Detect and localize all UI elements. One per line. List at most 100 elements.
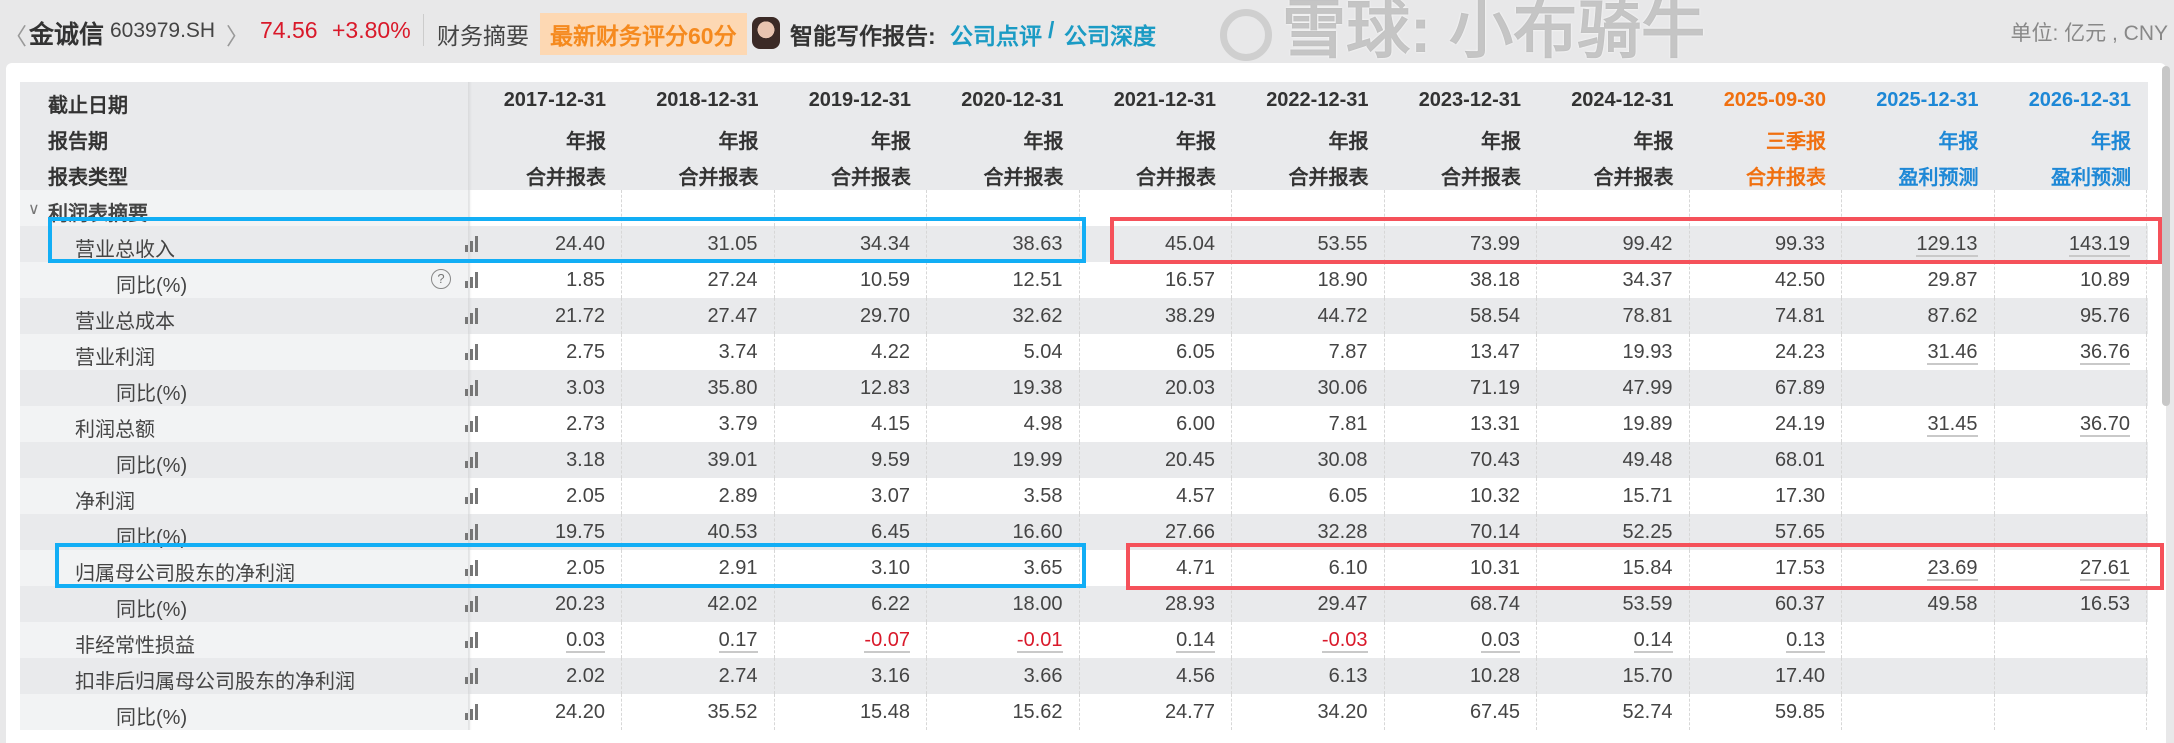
value-cell: 70.43 — [1385, 442, 1537, 478]
bar-chart-icon[interactable] — [465, 308, 479, 324]
value-cell: 34.37 — [1538, 262, 1690, 298]
value[interactable]: 36.76 — [2079, 341, 2130, 365]
bar-chart-icon[interactable] — [465, 524, 479, 540]
value: 99.33 — [1774, 233, 1825, 255]
value-cell: 4.57 — [1080, 478, 1232, 514]
table-row[interactable]: 营业总收入 24.40 31.05 34.34 38.63 45.04 53.55 73.99… — [20, 226, 2148, 262]
bar-chart-icon[interactable] — [465, 488, 479, 504]
value[interactable]: 23.69 — [1927, 557, 1978, 581]
table-row[interactable]: 非经常性损益 0.03 0.17 -0.07 -0.01 0.14 -0.03 0.03 0.1… — [20, 622, 2148, 658]
value: 19.99 — [1012, 449, 1063, 471]
value-cell: 6.22 — [775, 586, 927, 622]
value-cell: 39.01 — [623, 442, 775, 478]
value[interactable]: 129.13 — [1916, 233, 1978, 257]
bar-chart-icon[interactable] — [465, 416, 479, 432]
next-stock-button[interactable]: 〉 — [226, 23, 249, 49]
table-row[interactable]: 营业利润 2.75 3.74 4.22 5.04 6.05 7.87 13.47 19.93 24… — [20, 334, 2148, 370]
value-cell: 6.45 — [775, 514, 927, 550]
value-cell: 9.59 — [775, 442, 927, 478]
table-row[interactable]: 同比(%)? 1.85 27.24 10.59 12.51 16.57 18.90 38.18… — [20, 262, 2148, 298]
table-row[interactable]: 同比(%) 3.18 39.01 9.59 19.99 20.45 30.08 70.43 49… — [20, 442, 2148, 478]
company-depth-link[interactable]: 公司深度 — [1064, 23, 1156, 49]
value: 24.77 — [1164, 701, 1215, 723]
row-label-cell: 同比(%) — [20, 442, 478, 478]
prev-stock-button[interactable]: 〈 — [4, 23, 27, 49]
value-cell: 42.50 — [1690, 262, 1842, 298]
table-row[interactable]: 同比(%) 19.75 40.53 6.45 16.60 27.66 32.28 70.14 5… — [20, 514, 2148, 550]
value-cell: 2.05 — [470, 478, 622, 514]
value[interactable]: 0.17 — [718, 629, 758, 653]
value-cell — [1995, 622, 2147, 658]
table-row[interactable]: 利润总额 2.73 3.79 4.15 4.98 6.00 7.81 13.31 19.89 24… — [20, 406, 2148, 442]
value[interactable]: 143.19 — [2068, 233, 2130, 257]
bar-chart-icon[interactable] — [465, 380, 479, 396]
header-period-0: 年报 — [566, 131, 606, 153]
header-date-8: 2025-09-30 — [1723, 89, 1826, 111]
value: 38.63 — [1012, 233, 1063, 255]
header-date-4: 2021-12-31 — [1113, 89, 1216, 111]
header-date-1: 2018-12-31 — [656, 89, 759, 111]
row-label-cell: 同比(%)? — [20, 262, 478, 298]
value-cell: 31.45 — [1843, 406, 1995, 442]
bar-chart-icon[interactable] — [465, 632, 479, 648]
table-row[interactable]: 净利润 2.05 2.89 3.07 3.58 4.57 6.05 10.32 15.71 17.… — [20, 478, 2148, 514]
value: 71.19 — [1469, 377, 1520, 399]
company-review-link[interactable]: 公司点评 — [950, 23, 1042, 49]
value: 2.89 — [718, 485, 758, 507]
value-cell: 3.74 — [623, 334, 775, 370]
help-icon[interactable]: ? — [431, 269, 451, 289]
value[interactable]: 0.13 — [1786, 629, 1825, 653]
table-row[interactable]: 归属母公司股东的净利润 2.05 2.91 3.10 3.65 4.71 6.10 10.31… — [20, 550, 2148, 586]
header-date-5: 2022-12-31 — [1266, 89, 1369, 111]
value[interactable]: 31.45 — [1927, 413, 1978, 437]
value: 35.52 — [707, 701, 758, 723]
bar-chart-icon[interactable] — [465, 668, 479, 684]
collapse-caret-icon[interactable]: ∨ — [28, 201, 40, 218]
value: 6.05 — [1176, 341, 1215, 363]
value-cell: 4.15 — [775, 406, 927, 442]
value-cell: 24.40 — [470, 226, 622, 262]
table-row[interactable]: 同比(%) 3.03 35.80 12.83 19.38 20.03 30.06 71.19 4… — [20, 370, 2148, 406]
value[interactable]: 36.70 — [2079, 413, 2130, 437]
value[interactable]: 31.46 — [1927, 341, 1978, 365]
value[interactable]: -0.03 — [1321, 629, 1368, 653]
vertical-scrollbar[interactable] — [2162, 66, 2170, 406]
value[interactable]: -0.01 — [1016, 629, 1063, 653]
value[interactable]: 0.03 — [1481, 629, 1520, 653]
value-cell: 0.17 — [623, 622, 775, 658]
value: 7.81 — [1328, 413, 1368, 435]
value-cell: 7.81 — [1233, 406, 1385, 442]
value[interactable]: 27.61 — [2079, 557, 2130, 581]
bar-chart-icon[interactable] — [465, 452, 479, 468]
value[interactable]: -0.07 — [864, 629, 910, 653]
bar-chart-icon[interactable] — [465, 704, 479, 720]
value: 30.08 — [1317, 449, 1368, 471]
value-cell: 2.89 — [623, 478, 775, 514]
value-cell: 59.85 — [1690, 694, 1842, 730]
value: 5.04 — [1023, 341, 1063, 363]
bar-chart-icon[interactable] — [465, 272, 479, 288]
value: 10.31 — [1469, 557, 1520, 579]
row-label: 同比(%) — [116, 599, 188, 621]
divider — [423, 14, 424, 46]
section-row[interactable]: ∨ 利润表摘要 — [20, 190, 2148, 226]
bar-chart-icon[interactable] — [465, 236, 479, 252]
value[interactable]: 0.14 — [1176, 629, 1215, 653]
value-cell: 52.74 — [1538, 694, 1690, 730]
row-label: 净利润 — [75, 491, 135, 513]
financial-score-badge[interactable]: 最新财务评分60分 — [540, 13, 747, 55]
value: 4.15 — [871, 413, 910, 435]
value[interactable]: 0.14 — [1633, 629, 1673, 653]
value: 16.53 — [2079, 593, 2130, 615]
table-row[interactable]: 扣非后归属母公司股东的净利润 2.02 2.74 3.16 3.66 4.56 6.13 10… — [20, 658, 2148, 694]
bar-chart-icon[interactable] — [465, 344, 479, 360]
bar-chart-icon[interactable] — [465, 596, 479, 612]
value-cell: 24.20 — [470, 694, 622, 730]
table-row[interactable]: 同比(%) 24.20 35.52 15.48 15.62 24.77 34.20 67.45… — [20, 694, 2148, 730]
table-row[interactable]: 同比(%) 20.23 42.02 6.22 18.00 28.93 29.47 68.74 5… — [20, 586, 2148, 622]
value[interactable]: 0.03 — [566, 629, 605, 653]
row-label: 同比(%) — [116, 527, 188, 549]
bar-chart-icon[interactable] — [465, 560, 479, 576]
table-row[interactable]: 营业总成本 21.72 27.47 29.70 32.62 38.29 44.72 58.54… — [20, 298, 2148, 334]
stock-price: 74.56 — [260, 17, 318, 43]
